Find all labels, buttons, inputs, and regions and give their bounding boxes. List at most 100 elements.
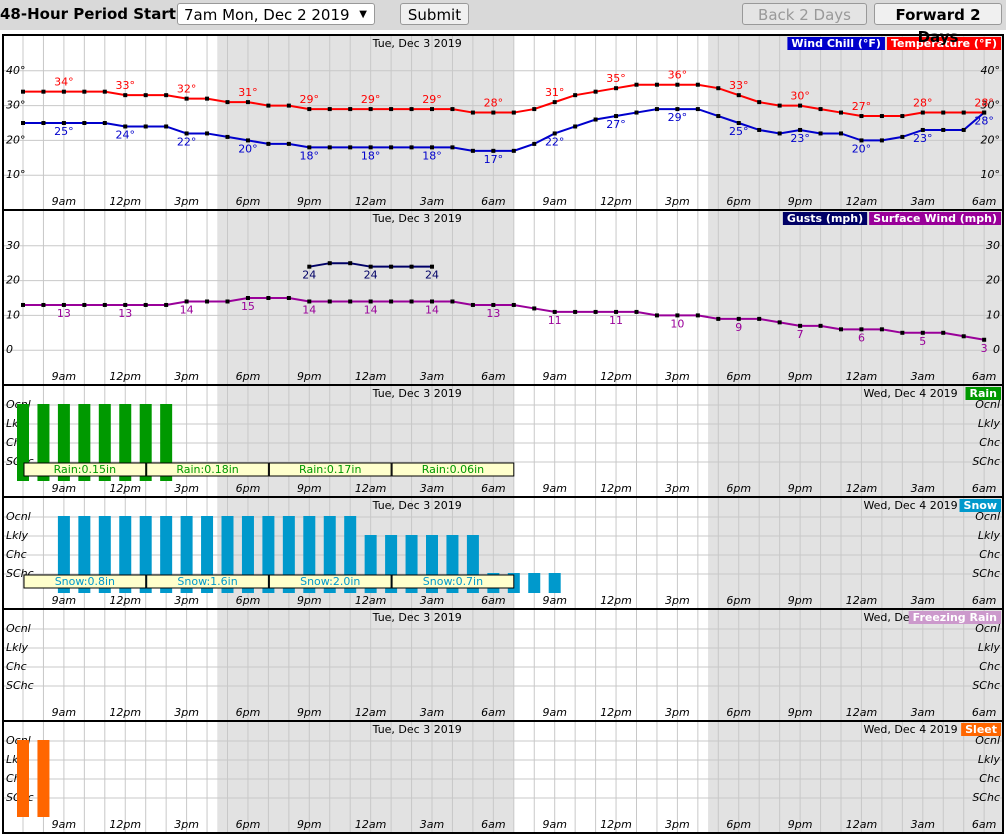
- data-point: [205, 131, 210, 136]
- data-label: 3: [981, 342, 988, 355]
- forward-button[interactable]: Forward 2 Days: [874, 3, 1002, 46]
- y-tick-label: SChc: [972, 567, 1000, 580]
- period-select[interactable]: 7am Mon, Dec 2 2019 ▼: [177, 3, 375, 25]
- data-label: 28°: [913, 97, 933, 110]
- submit-button[interactable]: Submit: [400, 3, 469, 25]
- y-tick-label: Lkly: [978, 641, 1001, 654]
- x-tick-label: 12am: [846, 706, 877, 719]
- x-tick-label: 9am: [542, 818, 566, 831]
- data-label: 15: [241, 300, 255, 313]
- y-tick-label: Ocnl: [6, 622, 31, 635]
- data-point: [450, 299, 455, 304]
- x-tick-label: 3am: [420, 594, 444, 607]
- bar: [37, 740, 50, 817]
- data-point: [307, 299, 312, 304]
- data-point: [900, 330, 905, 335]
- data-point: [798, 103, 803, 108]
- data-label: 25°: [54, 125, 74, 138]
- panel-border: [2, 720, 1004, 834]
- data-point: [286, 296, 291, 300]
- data-label: 23°: [790, 132, 810, 145]
- night-shade: [708, 610, 1002, 721]
- data-point: [552, 131, 557, 136]
- y-tick-label: Lkly: [6, 641, 29, 654]
- bar: [528, 573, 541, 593]
- x-tick-label: 6pm: [236, 818, 261, 831]
- amount-label: Rain:0.18in: [176, 463, 238, 476]
- data-point: [859, 114, 864, 119]
- data-label: 17°: [484, 153, 504, 166]
- amount-box: [146, 462, 269, 477]
- data-label: 30°: [790, 90, 810, 103]
- bar: [201, 516, 214, 593]
- x-tick-label: 12am: [355, 195, 386, 208]
- x-tick-label: 3am: [420, 370, 444, 383]
- bar: [78, 516, 91, 593]
- x-tick-label: 12am: [846, 370, 877, 383]
- bar: [241, 516, 254, 593]
- period-value: 7am Mon, Dec 2 2019: [184, 6, 350, 24]
- x-tick-label: 6pm: [726, 594, 751, 607]
- back-button[interactable]: Back 2 Days: [742, 3, 867, 25]
- y-tick-label: Chc: [979, 772, 1000, 785]
- data-label: 28°: [974, 115, 994, 128]
- x-tick-label: 6pm: [726, 370, 751, 383]
- bar: [98, 404, 111, 481]
- night-shade: [217, 386, 514, 497]
- x-tick-label: 6pm: [726, 195, 751, 208]
- data-point: [368, 264, 373, 269]
- data-point: [327, 145, 332, 150]
- x-tick-label: 3am: [420, 818, 444, 831]
- x-tick-label: 6am: [972, 195, 996, 208]
- data-point: [614, 309, 619, 314]
- night-shade: [708, 722, 1002, 833]
- bar: [119, 404, 132, 481]
- data-point: [409, 145, 414, 150]
- legend-swatch: [886, 37, 1001, 50]
- bar: [119, 516, 132, 593]
- y-tick-label: Lkly: [978, 417, 1001, 430]
- x-tick-label: 6am: [481, 706, 505, 719]
- y-tick-label: 30: [6, 239, 20, 252]
- x-tick-label: 9am: [52, 370, 76, 383]
- data-point: [879, 327, 884, 332]
- x-tick-label: 3pm: [174, 370, 199, 383]
- x-tick-label: 3am: [911, 706, 935, 719]
- amount-label: Snow:1.6in: [177, 575, 237, 588]
- toolbar: 48-Hour Period Starting: 7am Mon, Dec 2 …: [0, 0, 1006, 46]
- amount-box: [391, 574, 515, 589]
- date-label: Tue, Dec 3 2019: [372, 611, 462, 624]
- data-label: 13: [118, 307, 132, 320]
- y-tick-label: SChc: [972, 791, 1000, 804]
- data-point: [450, 107, 455, 112]
- bar: [57, 404, 70, 481]
- x-tick-label: 9am: [542, 594, 566, 607]
- x-tick-label: 12pm: [109, 594, 141, 607]
- data-point: [511, 302, 516, 307]
- x-tick-label: 3am: [420, 706, 444, 719]
- data-point: [123, 124, 128, 129]
- data-point: [41, 302, 46, 307]
- bar: [57, 516, 70, 593]
- bar: [221, 516, 234, 593]
- night-shade: [217, 610, 514, 721]
- x-tick-label: 9pm: [788, 482, 813, 495]
- x-tick-label: 6am: [481, 195, 505, 208]
- data-point: [41, 121, 46, 125]
- legend-swatch: [787, 37, 885, 50]
- data-point: [327, 107, 332, 112]
- data-label: 31°: [238, 86, 258, 99]
- amount-label: Snow:0.7in: [423, 575, 483, 588]
- y-tick-label: Ocnl: [6, 510, 31, 523]
- data-point: [654, 107, 659, 112]
- data-label: 14: [302, 303, 316, 316]
- data-point: [184, 131, 189, 136]
- data-point: [716, 114, 721, 119]
- bar: [160, 516, 173, 593]
- data-point: [839, 110, 843, 115]
- x-tick-label: 3pm: [174, 482, 199, 495]
- data-label: 5: [919, 335, 926, 348]
- data-point: [941, 127, 946, 132]
- data-point: [614, 114, 619, 119]
